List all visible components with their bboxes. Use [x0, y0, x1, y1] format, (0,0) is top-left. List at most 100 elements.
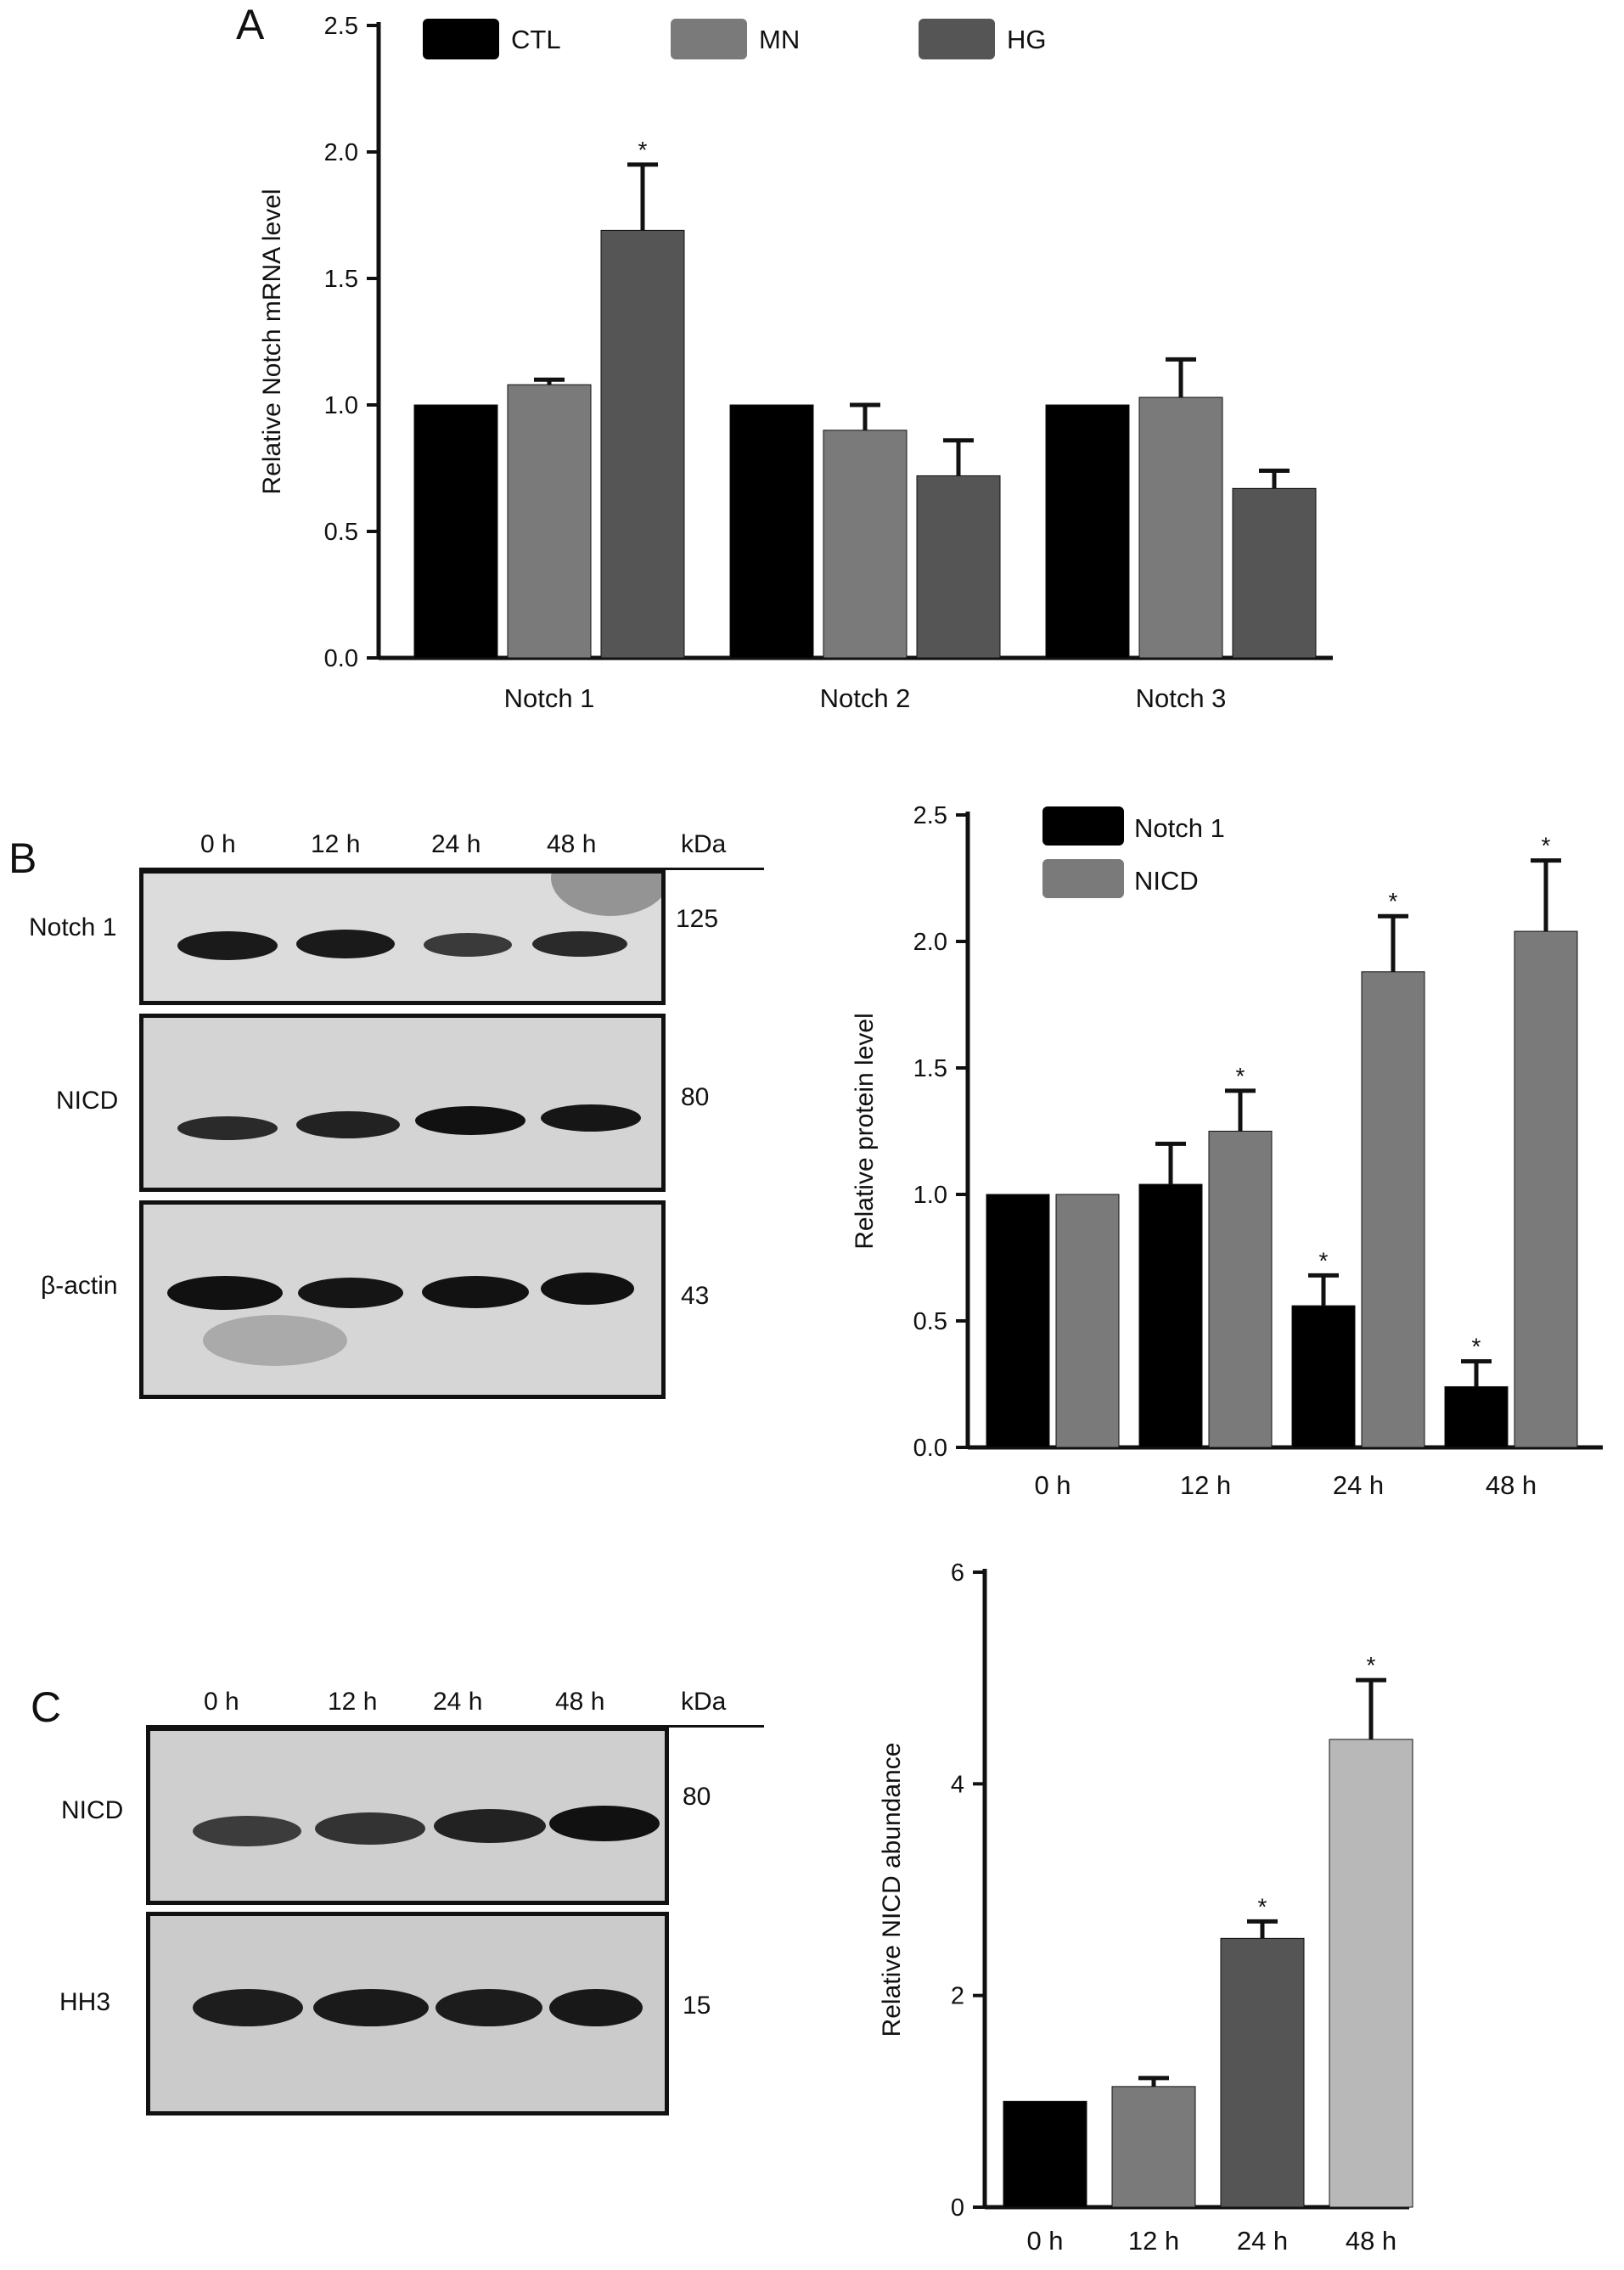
bar-ctl-notch-1 — [413, 404, 498, 659]
blot-c-row-label-hh3: HH3 — [59, 1988, 111, 2016]
band — [298, 1278, 403, 1308]
y-tick-label: 0.0 — [913, 1435, 947, 1462]
bar-value-24-h — [1220, 1937, 1305, 2208]
blot-b-kda-43: 43 — [681, 1282, 710, 1310]
legend-swatch-hg — [919, 19, 995, 59]
band — [434, 1809, 546, 1843]
blot-c-hh3-membrane — [146, 1912, 669, 2115]
bar-notch-1-48-h — [1444, 1385, 1509, 1448]
blot-b: 0 h 12 h 24 h 48 h kDa Notch 1 125 NICD … — [0, 815, 781, 1443]
x-tick-label: 12 h — [1180, 1470, 1231, 1500]
bar-nicd-12-h — [1208, 1131, 1273, 1448]
x-tick-label: 24 h — [1333, 1470, 1384, 1500]
legend-label-ctl: CTL — [511, 25, 561, 54]
y-axis-title: Relative NICD abundance — [878, 1743, 906, 2037]
bar-mn-notch-2 — [823, 430, 908, 659]
band — [541, 1104, 641, 1132]
blot-b-nicd-membrane — [139, 1014, 666, 1192]
blot-b-row-label-actin: β-actin — [41, 1272, 118, 1300]
significance-marker: * — [1472, 1334, 1481, 1360]
band — [177, 1116, 278, 1140]
bar-mn-notch-3 — [1138, 396, 1223, 659]
smudge — [203, 1315, 347, 1366]
bar-nicd-0-h — [1055, 1194, 1120, 1448]
y-tick-label: 4 — [951, 1771, 964, 1798]
band — [424, 933, 512, 957]
band — [541, 1273, 634, 1305]
band — [177, 931, 278, 960]
legend-label-notch-1: Notch 1 — [1134, 813, 1225, 843]
y-tick-label: 0.5 — [324, 519, 358, 546]
significance-marker: * — [1367, 1652, 1376, 1678]
y-tick-label: 1.0 — [324, 392, 358, 419]
blot-b-lane-3: 48 h — [547, 830, 597, 858]
smudge — [551, 874, 661, 916]
blot-b-header-line — [139, 868, 764, 870]
blot-b-lane-2: 24 h — [431, 830, 481, 858]
blot-c-kda-80: 80 — [683, 1783, 711, 1811]
bar-notch-1-0-h — [986, 1194, 1050, 1448]
significance-marker: * — [1389, 888, 1398, 914]
y-tick-label: 2.0 — [324, 139, 358, 166]
y-tick-label: 2 — [951, 1983, 964, 2010]
band — [296, 1111, 400, 1138]
y-tick-label: 1.0 — [913, 1182, 947, 1209]
band — [315, 1812, 425, 1845]
bar-value-48-h — [1329, 1739, 1413, 2208]
y-tick-label: 1.5 — [913, 1055, 947, 1082]
chart-c: 0 2 4 6 Relative NICD abundance 0 h 12 h * 24 h *… — [878, 1559, 1413, 2256]
x-tick-label: 48 h — [1346, 2226, 1396, 2256]
bar-value-12-h — [1111, 2086, 1196, 2208]
legend-swatch-notch-1 — [1042, 806, 1124, 846]
bar-ctl-notch-2 — [729, 404, 814, 659]
blot-b-lane-0: 0 h — [200, 830, 236, 858]
legend-label-nicd: NICD — [1134, 866, 1199, 896]
y-tick-label: 0 — [951, 2194, 964, 2222]
band — [193, 1816, 301, 1846]
legend-label-hg: HG — [1007, 25, 1047, 54]
band — [415, 1106, 525, 1135]
chart-a: 0.0 0.5 1.0 1.5 2.0 2.5 Relative Notch mRNA le… — [258, 13, 1333, 713]
significance-marker: * — [1258, 1893, 1267, 1919]
blot-c: 0 h 12 h 24 h 48 h kDa NICD 80 HH3 15 — [0, 1664, 781, 2122]
legend-swatch-mn — [671, 19, 747, 59]
blot-b-row-label-nicd: NICD — [56, 1087, 119, 1115]
blot-b-kda-125: 125 — [676, 905, 719, 933]
y-tick-label: 0.0 — [324, 645, 358, 672]
y-tick-label: 6 — [951, 1559, 964, 1587]
blot-c-lane-0: 0 h — [204, 1688, 239, 1716]
blot-c-header-line — [146, 1725, 764, 1728]
x-tick-label: Notch 1 — [504, 683, 595, 713]
x-tick-label: Notch 3 — [1136, 683, 1227, 713]
blot-c-lane-2: 24 h — [433, 1688, 483, 1716]
panel-label-a: A — [236, 1, 265, 48]
band — [549, 1806, 660, 1841]
blot-b-actin-membrane — [139, 1200, 666, 1399]
bar-notch-1-12-h — [1138, 1183, 1203, 1448]
blot-b-kda-80: 80 — [681, 1083, 710, 1111]
significance-marker: * — [1542, 833, 1551, 859]
bar-mn-notch-1 — [507, 384, 592, 659]
x-tick-label: 0 h — [1026, 2226, 1063, 2256]
bar-value-0-h — [1003, 2100, 1087, 2208]
band — [296, 930, 395, 958]
legend-swatch-nicd — [1042, 859, 1124, 898]
legend-label-mn: MN — [759, 25, 800, 54]
legend-swatch-ctl — [423, 19, 499, 59]
blot-b-notch1-membrane — [139, 869, 666, 1005]
y-tick-label: 2.5 — [324, 13, 358, 40]
y-tick-label: 2.0 — [913, 929, 947, 956]
blot-c-kda-header: kDa — [681, 1688, 727, 1716]
x-tick-label: 12 h — [1128, 2226, 1179, 2256]
blot-c-kda-15: 15 — [683, 1992, 711, 2020]
band — [436, 1989, 542, 2026]
bar-notch-1-24-h — [1291, 1305, 1356, 1448]
bar-ctl-notch-3 — [1045, 404, 1130, 659]
blot-b-row-label-notch1: Notch 1 — [29, 913, 117, 941]
blot-b-kda-header: kDa — [681, 830, 727, 858]
x-tick-label: 48 h — [1486, 1470, 1537, 1500]
blot-c-lane-1: 12 h — [328, 1688, 378, 1716]
significance-marker: * — [1319, 1247, 1329, 1273]
panel-label-b: B — [8, 834, 37, 882]
band — [167, 1276, 283, 1310]
